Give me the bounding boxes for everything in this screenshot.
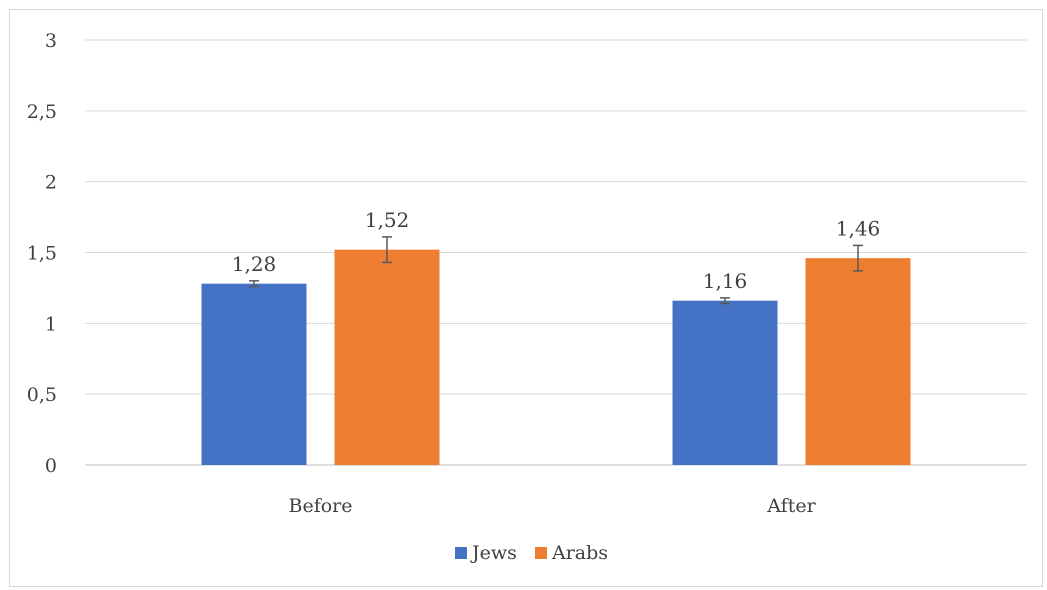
data-label: 1,16	[703, 269, 748, 293]
x-tick-label: After	[766, 495, 816, 517]
bar-arabs-before	[334, 249, 440, 465]
x-tick-label: Before	[288, 495, 352, 517]
y-tick-label: 0,5	[27, 384, 57, 406]
y-tick-label: 0	[45, 455, 57, 477]
bar-jews-before	[201, 283, 307, 465]
legend-swatch-jews	[455, 547, 467, 559]
y-tick-label: 1,5	[27, 243, 57, 265]
y-tick-label: 1	[45, 313, 57, 335]
data-label: 1,52	[365, 208, 410, 232]
data-label: 1,28	[232, 252, 277, 276]
y-tick-label: 2,5	[27, 101, 57, 123]
legend-swatch-arabs	[535, 547, 547, 559]
data-label: 1,46	[836, 216, 881, 240]
legend-label-jews: Jews	[470, 542, 517, 564]
bar-jews-after	[672, 300, 778, 465]
y-tick-label: 3	[45, 30, 57, 52]
bar-arabs-after	[805, 258, 911, 465]
legend-label-arabs: Arabs	[551, 542, 608, 564]
y-tick-label: 2	[45, 172, 57, 194]
